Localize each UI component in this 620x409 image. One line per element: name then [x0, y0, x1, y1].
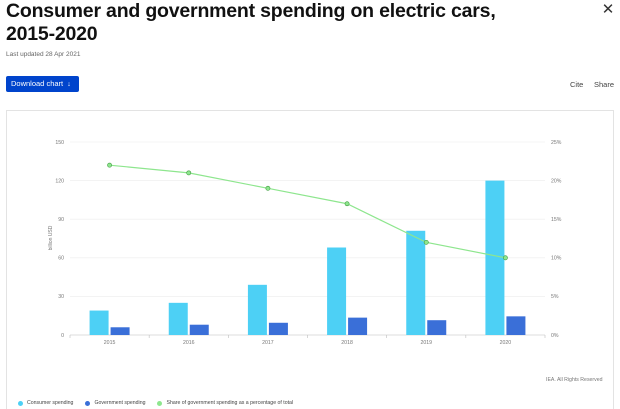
- y2-tick-label: 0%: [551, 333, 559, 339]
- y-tick-label: 150: [55, 140, 64, 146]
- bar-consumer: [168, 302, 188, 335]
- share-link[interactable]: Share: [594, 80, 615, 89]
- x-tick-label: 2020: [500, 340, 512, 346]
- y2-tick-label: 5%: [551, 294, 559, 300]
- x-tick-label: 2019: [420, 340, 432, 346]
- share-point: [186, 170, 192, 176]
- y-tick-label: 60: [58, 256, 64, 262]
- legend-swatch-consumer: [18, 400, 23, 406]
- legend-item-consumer[interactable]: Consumer spending: [18, 400, 73, 406]
- chart-card: [6, 110, 614, 409]
- x-tick-label: 2016: [183, 340, 195, 346]
- legend-label-share: Share of government spending as a percen…: [166, 400, 294, 406]
- y2-tick-label: 10%: [551, 256, 562, 262]
- bar-consumer: [406, 230, 426, 335]
- share-point: [503, 255, 508, 261]
- download-arrow-icon: ↓: [67, 81, 71, 88]
- y-tick-label: 30: [58, 294, 64, 300]
- cite-link[interactable]: Cite: [570, 80, 584, 89]
- share-line: [109, 164, 506, 259]
- download-chart-button[interactable]: Download chart ↓: [6, 76, 79, 92]
- share-point: [265, 185, 271, 191]
- y2-tick-label: 25%: [551, 140, 562, 146]
- y-tick-label: 0: [61, 333, 64, 339]
- share-point: [423, 239, 429, 245]
- legend-swatch-government: [85, 400, 91, 406]
- last-updated-text: Last updated 28 Apr 2021: [6, 51, 81, 58]
- bar-consumer: [485, 180, 505, 335]
- chart-legend: Consumer spending Government spending Sh…: [18, 399, 305, 407]
- y-tick-label: 120: [55, 178, 64, 184]
- x-tick-label: 2015: [104, 340, 116, 346]
- bar-government: [268, 322, 288, 335]
- legend-swatch-share: [157, 400, 163, 406]
- y-tick-label: 90: [58, 217, 64, 223]
- legend-item-share[interactable]: Share of government spending as a percen…: [157, 400, 293, 406]
- download-chart-label: Download chart: [11, 79, 64, 88]
- legend-label-consumer: Consumer spending: [27, 400, 74, 406]
- share-point: [107, 162, 112, 168]
- close-icon[interactable]: ✕: [601, 1, 615, 18]
- bar-government: [506, 316, 526, 335]
- legend-label-government: Government spending: [94, 400, 146, 406]
- bar-government: [189, 324, 209, 335]
- bar-government: [348, 317, 368, 335]
- page-title: Consumer and government spending on elec…: [6, 0, 496, 45]
- bar-government: [427, 320, 447, 335]
- share-point: [344, 201, 350, 207]
- y2-tick-label: 20%: [551, 178, 562, 184]
- y2-tick-label: 15%: [551, 217, 562, 223]
- y-axis-label: billion USD: [48, 225, 54, 250]
- legend-item-government[interactable]: Government spending: [85, 400, 145, 406]
- x-tick-label: 2018: [341, 340, 353, 346]
- bar-consumer: [89, 310, 109, 335]
- bar-government: [110, 327, 130, 335]
- bar-consumer: [247, 284, 267, 335]
- chart-credit: IEA. All Rights Reserved: [546, 377, 603, 383]
- bar-consumer: [327, 247, 347, 335]
- x-tick-label: 2017: [262, 340, 274, 346]
